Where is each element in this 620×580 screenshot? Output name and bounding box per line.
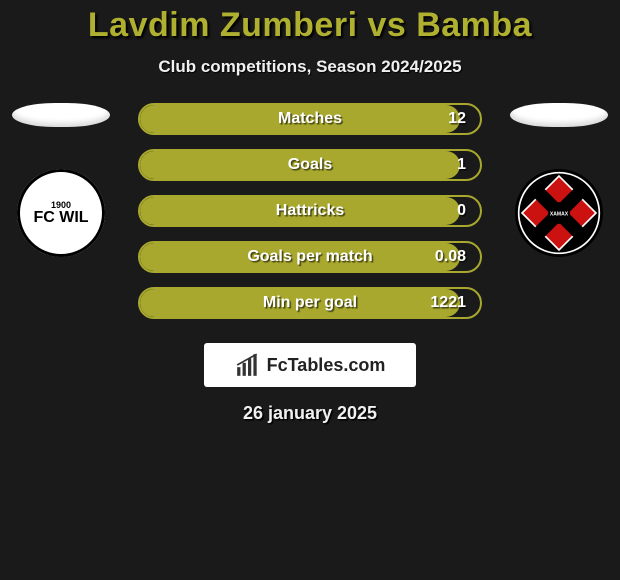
stat-value: 12 [448,110,466,128]
watermark-text: FcTables.com [267,355,386,376]
stat-label: Matches [278,110,342,128]
club-left-short: FC WIL [33,209,88,226]
watermark: FcTables.com [204,343,416,387]
club-logo-right: XAMAX [515,169,603,257]
stat-label: Hattricks [276,202,344,220]
svg-text:XAMAX: XAMAX [550,212,569,218]
club-logo-left: 1900 FC WIL [17,169,105,257]
stat-label: Goals [288,156,332,174]
stat-label: Min per goal [263,294,357,312]
stat-bar: Min per goal 1221 [138,287,482,319]
page-title: Lavdim Zumberi vs Bamba [0,0,620,45]
chart-icon [235,352,261,378]
stat-value: 1 [457,156,466,174]
stat-bar: Goals per match 0.08 [138,241,482,273]
xamax-icon: XAMAX [517,171,601,255]
stat-bar: Hattricks 0 [138,195,482,227]
player-silhouette-left [12,103,110,127]
stat-bar: Goals 1 [138,149,482,181]
club-left-year: 1900 [33,201,88,210]
stat-bars: Matches 12 Goals 1 Hattricks 0 Goals per match… [138,103,482,333]
stat-label: Goals per match [247,248,372,266]
subtitle: Club competitions, Season 2024/2025 [0,57,620,77]
stat-value: 1221 [430,294,466,312]
club-logo-left-text: 1900 FC WIL [33,201,88,226]
date: 26 january 2025 [0,403,620,424]
stat-bar: Matches 12 [138,103,482,135]
content-area: 1900 FC WIL XAMAX Matches 12 Goals 1 Hattric… [0,103,620,333]
player-silhouette-right [510,103,608,127]
player-left: 1900 FC WIL [6,103,116,257]
stat-value: 0 [457,202,466,220]
stat-value: 0.08 [435,248,466,266]
comparison-card: Lavdim Zumberi vs Bamba Club competition… [0,0,620,424]
player-right: XAMAX [504,103,614,257]
